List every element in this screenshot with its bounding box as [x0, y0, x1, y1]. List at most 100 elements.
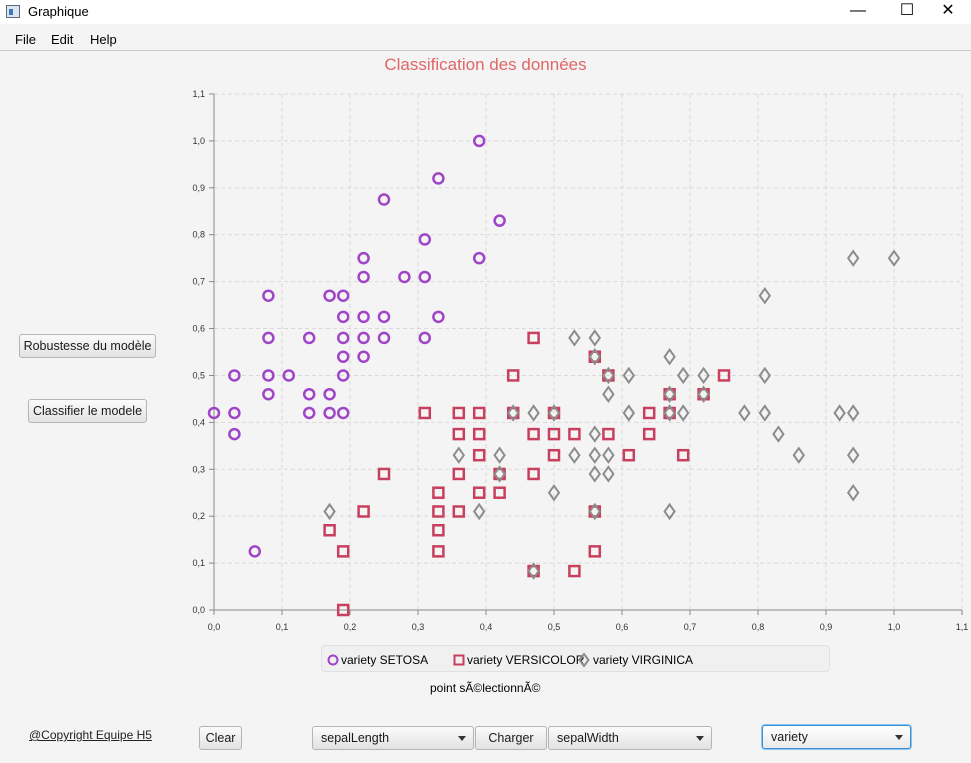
setosa-point [336, 369, 350, 382]
legend-versicolor: variety VERSICOLOR [467, 653, 585, 667]
y-tick-label: 0,5 [192, 370, 205, 380]
chevron-down-icon [696, 736, 704, 741]
virginica-point [663, 347, 676, 366]
virginica-point [547, 404, 561, 422]
x-axis-select[interactable]: sepalLength [312, 726, 474, 750]
versicolor-point [472, 406, 486, 420]
versicolor-point [663, 406, 676, 420]
versicolor-point [642, 427, 656, 441]
virginica-point [588, 347, 602, 366]
legend-virginica: variety VIRGINICA [593, 653, 694, 667]
y-tick-label: 0,8 [192, 230, 205, 240]
versicolor-point [676, 448, 690, 462]
virginica-point [472, 502, 486, 521]
setosa-point [357, 251, 370, 265]
legend-square-icon [453, 654, 465, 666]
classify-button[interactable]: Classifier le modele [28, 399, 147, 423]
menu-help[interactable]: Help [90, 32, 117, 47]
maximize-button[interactable]: ☐ [899, 2, 915, 19]
setosa-point [302, 331, 316, 345]
versicolor-point [472, 486, 486, 499]
setosa-point [357, 331, 370, 345]
virginica-point [663, 502, 676, 521]
virginica-point [792, 446, 806, 464]
virginica-point [588, 502, 602, 521]
load-button[interactable]: Charger [475, 726, 547, 750]
setosa-point [377, 310, 391, 324]
setosa-point [323, 387, 336, 401]
virginica-point [663, 404, 676, 422]
versicolor-point [622, 448, 636, 462]
setosa-point [336, 350, 350, 363]
setosa-point [336, 331, 350, 345]
selected-point-label: point sÃ©lectionnÃ© [430, 681, 541, 695]
versicolor-point [568, 427, 581, 441]
menu-file[interactable]: File [15, 32, 36, 47]
y-axis-select[interactable]: sepalWidth [548, 726, 712, 750]
virginica-point [846, 484, 860, 502]
x-tick-label: 0,0 [208, 622, 221, 632]
virginica-point [758, 404, 772, 422]
chart-grid [214, 93, 963, 610]
versicolor-point [588, 350, 602, 363]
versicolor-point [472, 448, 486, 462]
virginica-point [846, 249, 860, 267]
virginica-point [622, 404, 636, 422]
x-tick-label: 0,1 [276, 622, 289, 632]
x-tick-label: 0,6 [616, 622, 629, 632]
setosa-point [207, 406, 221, 420]
versicolor-point [602, 427, 615, 441]
setosa-point [323, 289, 336, 302]
setosa-point [248, 545, 262, 558]
setosa-point [377, 331, 391, 345]
versicolor-point [527, 427, 540, 441]
window-title: Graphique [28, 4, 89, 19]
versicolor-point [642, 406, 656, 420]
virginica-point [588, 465, 602, 483]
virginica-point [772, 425, 785, 443]
virginica-point [323, 502, 336, 521]
x-tick-label: 1,1 [956, 622, 969, 632]
chart-points [207, 134, 901, 617]
virginica-point [452, 446, 466, 464]
y-tick-label: 1,0 [192, 136, 205, 146]
menu-edit[interactable]: Edit [51, 32, 74, 47]
title-bar: Graphique — ☐ ✕ [0, 0, 971, 24]
versicolor-point [452, 427, 466, 441]
virginica-point [738, 404, 751, 422]
setosa-point [336, 289, 350, 302]
virginica-point [846, 404, 860, 422]
setosa-point [323, 406, 336, 420]
chart-axes: 0,0 0,1 0,2 0,3 0,4 0,5 0,6 0,7 0,8 0,9 1,0 1,1 0,0 0… [192, 89, 968, 632]
virginica-point [547, 484, 561, 502]
virginica-point [676, 366, 690, 385]
close-button[interactable]: ✕ [941, 2, 955, 19]
copyright-link[interactable]: @Copyright Equipe H5 [29, 728, 152, 742]
versicolor-point [493, 467, 506, 481]
x-tick-label: 0,3 [412, 622, 425, 632]
clear-button[interactable]: Clear [199, 726, 242, 750]
setosa-point [432, 172, 445, 185]
virginica-point [493, 465, 506, 483]
virginica-point [527, 404, 540, 422]
minimize-button[interactable]: — [850, 2, 866, 19]
y-tick-label: 0,1 [192, 558, 205, 568]
x-tick-label: 0,9 [820, 622, 833, 632]
virginica-point [588, 446, 602, 464]
robustness-button[interactable]: Robustesse du modèle [19, 334, 156, 358]
virginica-point [663, 385, 676, 403]
versicolor-point [336, 603, 350, 617]
virginica-point [758, 286, 772, 305]
y-tick-label: 0,9 [192, 183, 205, 193]
versicolor-point [717, 369, 731, 382]
virginica-point [676, 404, 690, 422]
versicolor-point [663, 387, 676, 401]
x-tick-label: 0,7 [684, 622, 697, 632]
virginica-point [588, 425, 602, 443]
menu-bar: File Edit Help [0, 28, 971, 50]
chart-title: Classification des données [384, 55, 587, 74]
y-tick-label: 1,1 [192, 89, 205, 99]
virginica-point [846, 446, 860, 464]
category-select[interactable]: variety [762, 725, 911, 749]
x-tick-label: 0,8 [752, 622, 765, 632]
